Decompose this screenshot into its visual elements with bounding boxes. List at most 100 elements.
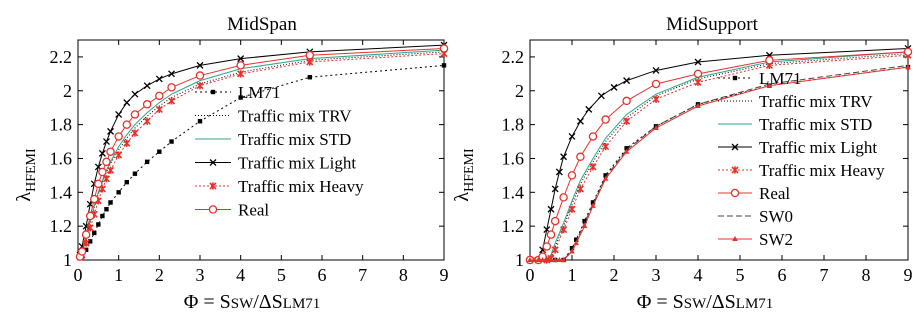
data-point-sw2 (653, 125, 659, 130)
data-point-traffic-mix-light (568, 133, 576, 140)
data-point-traffic-mix-heavy (143, 117, 151, 125)
data-point-traffic-mix-light (103, 138, 110, 145)
x-tick-label: 5 (277, 265, 286, 285)
series-sw2 (527, 64, 911, 262)
data-point-real (567, 171, 577, 180)
legend-marker-traffic-mix-light (209, 159, 217, 166)
data-point-lm71 (569, 245, 575, 251)
data-point-lm71 (603, 173, 608, 178)
data-point-sw2 (569, 248, 575, 254)
data-point-real (439, 44, 449, 53)
series-line-traffic-mix-heavy (530, 54, 909, 261)
data-point-traffic-mix-light (560, 153, 568, 161)
x-tick-label: 4 (694, 265, 703, 285)
data-point-lm71 (238, 95, 243, 100)
data-point-traffic-mix-light (123, 99, 131, 107)
data-point-traffic-mix-heavy (102, 175, 111, 183)
data-point-real (130, 110, 140, 119)
data-point-real (85, 211, 95, 221)
data-point-sw2 (573, 240, 579, 246)
data-point-real (94, 179, 103, 189)
data-point-traffic-mix-light (237, 55, 245, 63)
legend-label-real: Real (759, 184, 790, 203)
legend-label-traffic-mix-std: Traffic mix STD (238, 130, 351, 149)
data-point-traffic-mix-heavy (602, 143, 610, 151)
chart-title-midspan: MidSpan (227, 14, 297, 35)
series-line-traffic-mix-trv (79, 51, 445, 257)
data-point-traffic-mix-heavy (115, 151, 123, 159)
x-tick-label: 8 (399, 265, 408, 285)
x-tick-label: 1 (114, 265, 123, 285)
data-point-sw2 (590, 202, 596, 208)
data-point-real (601, 115, 610, 124)
x-tick-label: 9 (904, 265, 913, 285)
data-point-sw2 (560, 257, 567, 262)
data-point-lm71 (197, 119, 203, 124)
data-point-sw2 (544, 257, 550, 262)
data-point-lm71 (144, 159, 150, 165)
data-point-sw2 (905, 64, 911, 70)
x-axis-label-mid: /ΔS (706, 291, 736, 313)
legend-marker-traffic-mix-light (731, 143, 739, 151)
data-point-real (167, 83, 176, 92)
x-tick-label: 2 (155, 265, 164, 285)
legend-label-traffic-mix-std: Traffic mix STD (759, 115, 872, 134)
data-point-traffic-mix-light (107, 127, 114, 135)
data-point-traffic-mix-light (623, 77, 631, 85)
data-point-traffic-mix-heavy (131, 129, 139, 137)
legend-label-traffic-mix-heavy: Traffic mix Heavy (759, 161, 885, 180)
data-point-real (576, 152, 585, 162)
x-axis-label-prefix: Φ = (184, 291, 220, 313)
plot-frame (529, 39, 909, 261)
data-point-real (546, 230, 556, 239)
data-point-traffic-mix-heavy (106, 166, 115, 174)
x-tick-label: 7 (820, 265, 829, 285)
data-point-real (305, 50, 315, 60)
y-tick-label: 2 (63, 81, 72, 101)
y-tick-label: 1.8 (502, 115, 525, 135)
data-point-sw2 (623, 148, 630, 154)
legend-label-lm71: LM71 (759, 69, 802, 88)
y-axis-label-main: λ (13, 192, 35, 202)
y-tick-label: 1.2 (502, 216, 525, 236)
series-traffic-mix-trv (79, 51, 445, 257)
data-point-traffic-mix-heavy (196, 82, 204, 90)
data-point-real (155, 91, 164, 101)
data-point-lm71 (100, 213, 105, 219)
data-point-lm71 (108, 200, 113, 205)
x-tick-label: 6 (778, 265, 787, 285)
x-tick-label: 0 (74, 265, 83, 285)
data-point-lm71 (104, 207, 109, 212)
legend-marker-lm71 (210, 89, 216, 95)
legend-marker-traffic-mix-heavy (731, 166, 739, 174)
data-point-traffic-mix-heavy (568, 205, 576, 213)
x-tick-label: 0 (526, 265, 535, 285)
data-point-traffic-mix-light (196, 61, 204, 69)
legend-label-traffic-mix-light: Traffic mix Light (238, 154, 356, 173)
x-tick-label: 1 (568, 265, 577, 285)
series-traffic-mix-heavy (526, 51, 912, 264)
legend-marker-real (730, 188, 740, 198)
data-point-traffic-mix-light (155, 75, 163, 83)
y-tick-label: 2.2 (50, 47, 73, 67)
data-point-lm71 (124, 179, 129, 185)
legend-label-traffic-mix-heavy: Traffic mix Heavy (238, 177, 364, 196)
data-point-real (114, 132, 123, 141)
data-point-traffic-mix-light (551, 185, 559, 193)
data-point-lm71 (83, 247, 89, 253)
x-axis-label-sub2: LM71 (283, 296, 321, 312)
y-tick-label: 1 (515, 250, 524, 270)
y-tick-label: 1.2 (50, 216, 73, 236)
plot-frame (77, 39, 445, 261)
data-point-sw2 (535, 257, 542, 262)
y-axis-label-sub: HFEMI (24, 148, 39, 192)
data-point-traffic-mix-heavy (623, 117, 631, 125)
data-point-traffic-mix-light (652, 67, 660, 74)
data-point-lm71 (590, 200, 596, 205)
data-point-traffic-mix-heavy (652, 95, 660, 103)
y-axis-label-main: λ (451, 192, 473, 202)
legend-label-sw2: SW2 (759, 230, 793, 249)
data-point-lm71 (624, 146, 629, 151)
legend-label-sw0: SW0 (759, 207, 793, 226)
